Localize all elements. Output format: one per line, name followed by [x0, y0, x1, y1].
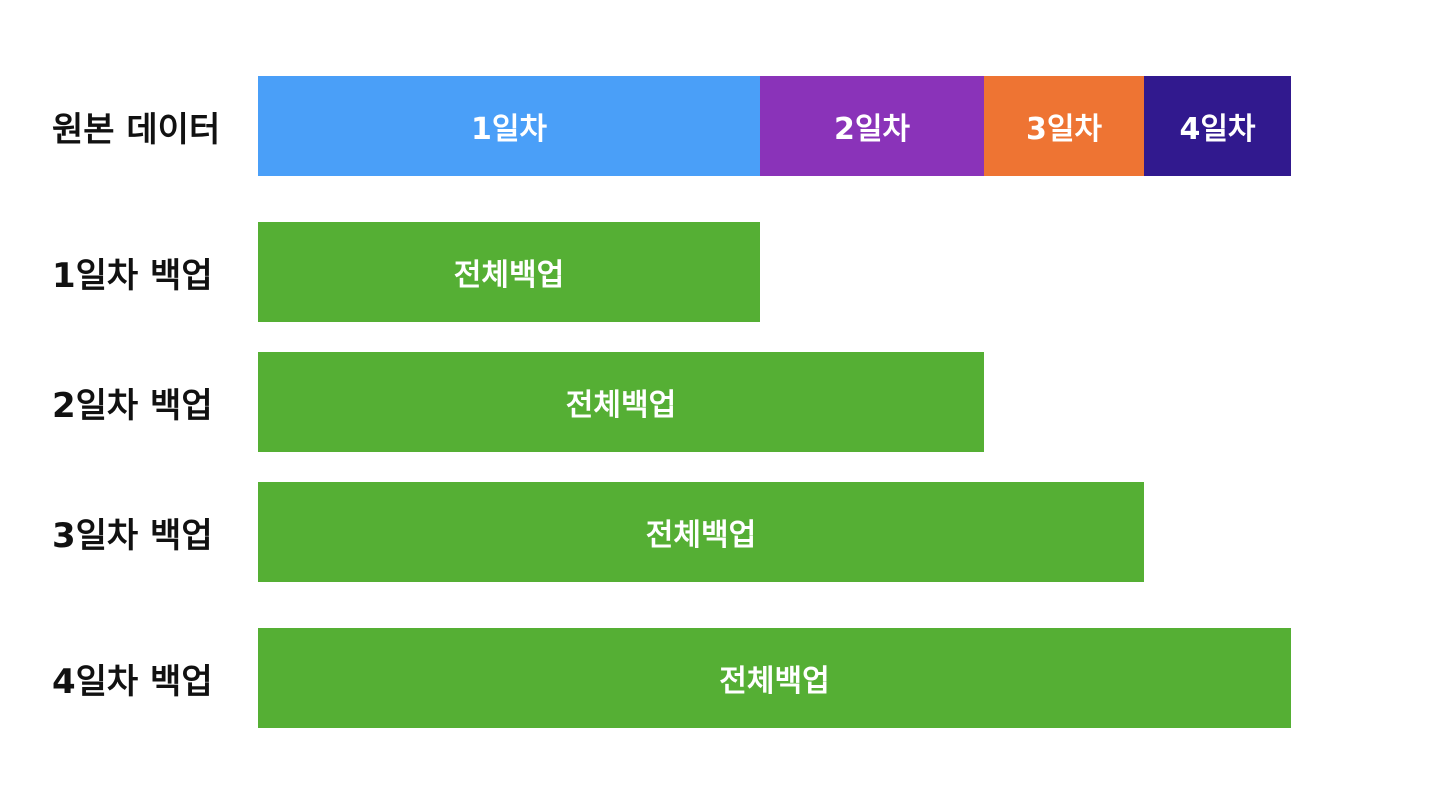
- backup-bar-day-1: 전체백업: [258, 222, 760, 322]
- backup-bar-day-2: 전체백업: [258, 352, 984, 452]
- segment-day-3: 3일차: [984, 76, 1144, 176]
- row-label-backup-day-4: 4일차 백업: [52, 661, 213, 702]
- backup-bar-day-4: 전체백업: [258, 628, 1291, 728]
- backup-track-day-4: 전체백업: [258, 628, 1291, 728]
- backup-bar-day-3: 전체백업: [258, 482, 1144, 582]
- backup-track-day-3: 전체백업: [258, 482, 1291, 582]
- row-label-backup-day-1: 1일차 백업: [52, 255, 213, 296]
- segment-day-4: 4일차: [1144, 76, 1291, 176]
- backup-track-day-2: 전체백업: [258, 352, 1291, 452]
- backup-track-day-1: 전체백업: [258, 222, 1291, 322]
- row-label-backup-day-2: 2일차 백업: [52, 385, 213, 426]
- original-data-bar: 1일차 2일차 3일차 4일차: [258, 76, 1291, 176]
- row-label-original: 원본 데이터: [52, 109, 221, 150]
- segment-day-2: 2일차: [760, 76, 984, 176]
- row-label-backup-day-3: 3일차 백업: [52, 515, 213, 556]
- segment-day-1: 1일차: [258, 76, 760, 176]
